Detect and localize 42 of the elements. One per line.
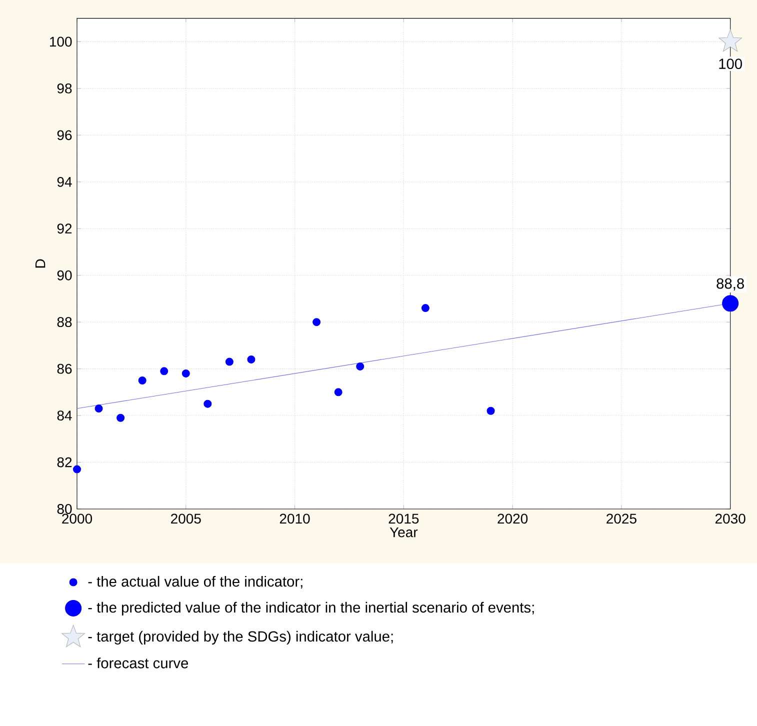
y-tick-label: 88 (57, 317, 72, 328)
x-axis-title: Year (390, 527, 418, 538)
point (138, 376, 146, 384)
x-tick-label: 2025 (606, 514, 636, 524)
point (421, 304, 430, 312)
y-tick-label: 92 (57, 224, 72, 234)
y-tick-label: 100 (50, 36, 72, 47)
point (312, 318, 321, 326)
y-tick-label: 80 (57, 504, 72, 514)
point (160, 367, 168, 376)
y-tick-label: 98 (57, 83, 72, 94)
x-tick-label: 2030 (715, 514, 746, 524)
data-label: 88,8 (716, 278, 744, 290)
data-label: 100 (719, 58, 742, 70)
x-tick-label: 2005 (171, 514, 201, 524)
legend-label: - target (provided by the SDGs) indicator value; (88, 630, 393, 645)
point (116, 414, 125, 422)
point (334, 388, 342, 396)
point (225, 358, 234, 366)
x-tick-label: 2015 (388, 514, 419, 524)
point (722, 295, 739, 312)
point (182, 369, 190, 378)
y-tick-label: 96 (57, 130, 72, 140)
point (486, 406, 495, 415)
y-tick-label: 90 (57, 270, 72, 280)
legend-label: - the actual value of the indicator; (88, 576, 302, 588)
x-tick-label: 2000 (62, 514, 92, 524)
point (718, 29, 742, 52)
point (73, 465, 82, 474)
point (94, 404, 103, 413)
legend-label: - forecast curve (88, 658, 188, 668)
point (356, 362, 364, 370)
y-tick-label: 82 (57, 457, 72, 468)
y-tick-label: 84 (57, 410, 72, 421)
y-tick-label: 94 (57, 176, 72, 187)
point (204, 400, 212, 408)
x-tick-label: 2020 (498, 514, 528, 524)
x-tick-label: 2010 (280, 514, 310, 524)
point (247, 355, 256, 364)
y-axis-title: D (35, 259, 46, 268)
y-tick-label: 86 (57, 364, 72, 374)
legend-label: - the predicted value of the indicator in the inertial scenario of events; (88, 602, 534, 616)
